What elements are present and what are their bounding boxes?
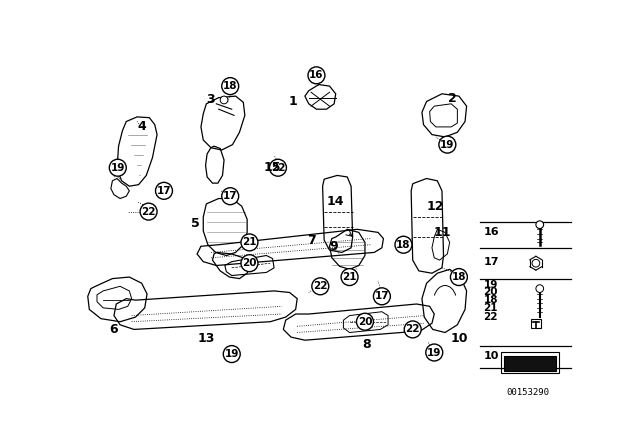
Circle shape — [341, 269, 358, 285]
Text: 19: 19 — [427, 348, 442, 358]
Text: 21: 21 — [242, 237, 257, 247]
Text: 18: 18 — [484, 295, 498, 305]
Text: 22: 22 — [313, 281, 328, 291]
Circle shape — [536, 285, 543, 293]
Text: 18: 18 — [396, 240, 411, 250]
Circle shape — [312, 278, 329, 295]
Text: 21: 21 — [484, 303, 498, 313]
Text: 17: 17 — [374, 291, 389, 302]
Text: 22: 22 — [141, 207, 156, 217]
Text: 17: 17 — [484, 257, 499, 267]
Circle shape — [223, 345, 240, 362]
Text: 12: 12 — [427, 200, 445, 213]
Circle shape — [221, 78, 239, 95]
Text: 8: 8 — [362, 338, 371, 351]
Circle shape — [140, 203, 157, 220]
Text: 17: 17 — [157, 186, 172, 196]
Text: 19: 19 — [225, 349, 239, 359]
Circle shape — [395, 236, 412, 253]
Circle shape — [241, 255, 258, 271]
Bar — [531, 319, 541, 328]
Text: 11: 11 — [433, 226, 451, 239]
Text: 00153290: 00153290 — [507, 388, 550, 397]
Circle shape — [404, 321, 421, 338]
Circle shape — [269, 159, 287, 176]
Text: 9: 9 — [330, 240, 339, 253]
Text: 15: 15 — [264, 161, 282, 174]
Circle shape — [426, 344, 443, 361]
Circle shape — [156, 182, 172, 199]
Bar — [501, 352, 559, 373]
Text: 22: 22 — [406, 324, 420, 334]
Text: 19: 19 — [440, 140, 454, 150]
Text: 19: 19 — [111, 163, 125, 173]
Circle shape — [220, 96, 228, 104]
Text: 1: 1 — [289, 95, 298, 108]
Circle shape — [532, 259, 540, 267]
Text: 14: 14 — [327, 195, 344, 208]
Text: 2: 2 — [449, 92, 457, 105]
Text: 7: 7 — [307, 233, 316, 246]
Circle shape — [373, 288, 390, 305]
Text: 20: 20 — [242, 258, 257, 268]
Bar — [504, 356, 556, 371]
Text: 4: 4 — [138, 121, 146, 134]
Circle shape — [109, 159, 126, 176]
Text: 18: 18 — [223, 81, 237, 91]
Text: 13: 13 — [198, 332, 215, 345]
Text: 10: 10 — [450, 332, 468, 345]
Text: 21: 21 — [342, 272, 357, 282]
Text: 20: 20 — [358, 317, 372, 327]
Circle shape — [241, 234, 258, 251]
Text: 20: 20 — [484, 288, 498, 297]
Circle shape — [451, 269, 467, 285]
Text: 10: 10 — [484, 351, 499, 361]
Circle shape — [536, 221, 543, 228]
Text: 19: 19 — [484, 280, 498, 290]
Text: 22: 22 — [271, 163, 285, 173]
Circle shape — [221, 188, 239, 205]
Text: 16: 16 — [309, 70, 324, 80]
Text: 3: 3 — [207, 94, 215, 107]
Text: 6: 6 — [109, 323, 118, 336]
Circle shape — [308, 67, 325, 84]
Text: 17: 17 — [223, 191, 237, 201]
Text: 16: 16 — [484, 228, 499, 237]
Text: 22: 22 — [484, 312, 498, 322]
Text: 5: 5 — [191, 217, 200, 230]
Circle shape — [356, 313, 373, 330]
Text: 18: 18 — [452, 272, 466, 282]
Circle shape — [439, 136, 456, 153]
